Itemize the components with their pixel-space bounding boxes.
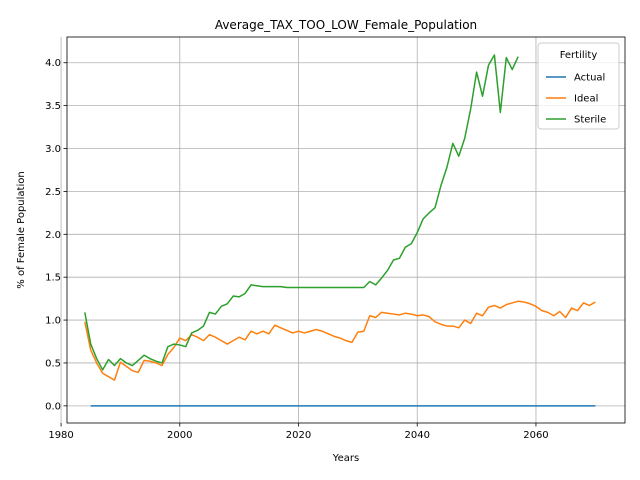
legend-label-actual: Actual [574, 73, 605, 84]
x-axis-title: Years [332, 453, 359, 464]
y-tick-label: 3.5 [45, 101, 61, 112]
x-tick-label: 2040 [405, 430, 430, 441]
y-tick-label: 2.0 [45, 230, 61, 241]
series-line-sterile [84, 54, 519, 371]
x-tick-label: 2000 [167, 430, 192, 441]
y-tick-label: 2.5 [45, 187, 61, 198]
series-lines [84, 54, 596, 407]
legend-label-ideal: Ideal [574, 94, 598, 105]
y-tick-label: 4.0 [45, 58, 61, 69]
y-tick-label: 0.5 [45, 358, 61, 369]
axis-ticks: 1980 2000 2020 2040 2060 0.0 0.5 1.0 1.5 2.0 2.5 3.… [45, 58, 549, 441]
y-tick-label: 0.0 [45, 401, 61, 412]
legend-label-sterile: Sterile [574, 115, 606, 126]
series-line-ideal [84, 300, 596, 381]
chart-title: Average_TAX_TOO_LOW_Female_Population [215, 18, 477, 32]
legend-box [537, 42, 620, 130]
y-tick-label: 1.0 [45, 316, 61, 327]
legend-items: Actual Ideal Sterile [546, 73, 606, 126]
grid-lines [60, 37, 625, 423]
x-tick-label: 2060 [523, 430, 548, 441]
x-tick-label: 2020 [286, 430, 311, 441]
legend: Fertility Actual Ideal Sterile [537, 42, 620, 130]
y-axis-title: % of Female Population [16, 171, 27, 288]
legend-title: Fertility [560, 50, 598, 61]
plot-area-frame [66, 36, 626, 424]
y-tick-label: 3.0 [45, 144, 61, 155]
y-tick-label: 1.5 [45, 273, 61, 284]
x-tick-label: 1980 [48, 430, 73, 441]
